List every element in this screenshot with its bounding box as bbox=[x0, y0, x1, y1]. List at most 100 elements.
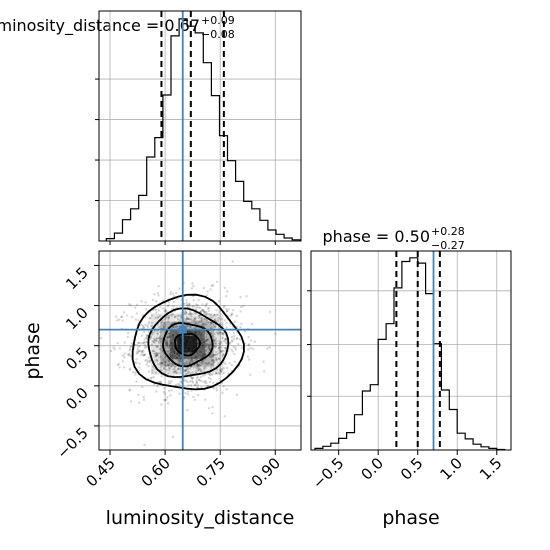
scatter-point bbox=[213, 318, 217, 321]
scatter-point bbox=[195, 366, 198, 369]
scatter-point bbox=[194, 312, 197, 315]
scatter-point bbox=[204, 303, 208, 306]
scatter-point bbox=[216, 332, 220, 335]
scatter-point bbox=[188, 380, 192, 383]
scatter-point bbox=[151, 365, 155, 369]
scatter-point bbox=[165, 342, 169, 345]
scatter-point bbox=[158, 337, 161, 340]
scatter-point bbox=[156, 354, 159, 357]
scatter-point bbox=[214, 353, 217, 356]
scatter-point bbox=[162, 366, 166, 370]
scatter-point bbox=[169, 336, 172, 339]
scatter-point bbox=[200, 309, 203, 313]
scatter-point bbox=[218, 347, 221, 350]
scatter-point bbox=[209, 342, 212, 346]
scatter-point bbox=[238, 338, 242, 341]
scatter-point bbox=[206, 342, 209, 346]
scatter-point bbox=[197, 353, 200, 357]
scatter-point bbox=[219, 331, 222, 334]
scatter-point bbox=[142, 354, 145, 357]
scatter-point bbox=[200, 347, 204, 350]
scatter-point bbox=[160, 362, 163, 365]
scatter-point bbox=[192, 285, 195, 288]
scatter-point bbox=[147, 330, 150, 334]
scatter-point bbox=[160, 403, 163, 406]
scatter-point bbox=[129, 367, 132, 370]
scatter-point bbox=[163, 318, 167, 321]
scatter-point bbox=[187, 367, 190, 371]
scatter-point bbox=[151, 368, 154, 372]
scatter-point bbox=[154, 300, 158, 303]
scatter-point bbox=[167, 363, 170, 366]
scatter-point bbox=[150, 333, 154, 336]
scatter-point bbox=[162, 359, 165, 362]
scatter-point bbox=[158, 337, 161, 341]
scatter-point bbox=[184, 368, 187, 372]
scatter-point bbox=[155, 354, 158, 357]
scatter-point bbox=[234, 348, 237, 351]
scatter-point bbox=[187, 330, 190, 333]
scatter-point bbox=[213, 353, 216, 357]
scatter-point bbox=[202, 309, 205, 313]
scatter-point bbox=[209, 288, 212, 291]
scatter-point bbox=[184, 311, 188, 314]
scatter-point bbox=[228, 362, 231, 365]
scatter-point bbox=[187, 313, 191, 316]
scatter-point bbox=[225, 307, 228, 310]
tick-label-phase-x: 1.0 bbox=[436, 454, 466, 484]
scatter-point bbox=[190, 358, 194, 361]
scatter-point bbox=[215, 358, 219, 362]
scatter-point bbox=[168, 332, 171, 335]
scatter-point bbox=[169, 293, 172, 296]
scatter-point bbox=[167, 314, 170, 317]
scatter-point bbox=[138, 349, 141, 353]
scatter-point bbox=[215, 386, 218, 390]
scatter-point bbox=[228, 341, 232, 344]
scatter-point bbox=[222, 331, 225, 335]
scatter-point bbox=[195, 381, 198, 384]
scatter-point bbox=[165, 341, 168, 344]
tick-label-phase-y: 0.0 bbox=[62, 384, 92, 414]
scatter-point bbox=[249, 373, 252, 376]
scatter-point bbox=[190, 365, 193, 369]
scatter-point bbox=[163, 398, 166, 402]
scatter-point bbox=[208, 344, 211, 347]
scatter-point bbox=[245, 295, 248, 298]
title-phase: phase = 0.50 bbox=[323, 227, 430, 246]
scatter-point bbox=[147, 370, 151, 373]
scatter-point bbox=[233, 352, 236, 356]
scatter-point bbox=[148, 359, 151, 363]
scatter-point bbox=[165, 315, 168, 318]
scatter-point bbox=[203, 310, 206, 314]
scatter-point bbox=[222, 333, 225, 336]
scatter-point bbox=[185, 312, 188, 315]
scatter-point bbox=[144, 345, 148, 348]
scatter-point bbox=[163, 398, 167, 402]
title-luminosity-distance-sub: −0.08 bbox=[201, 28, 235, 41]
scatter-point bbox=[147, 365, 150, 368]
scatter-point bbox=[230, 313, 234, 316]
scatter-point bbox=[137, 341, 141, 344]
scatter-point bbox=[137, 319, 140, 322]
scatter-point bbox=[167, 304, 170, 307]
scatter-point bbox=[172, 363, 175, 366]
scatter-point bbox=[168, 334, 171, 338]
scatter-point bbox=[169, 340, 172, 343]
scatter-point bbox=[193, 318, 196, 321]
scatter-point bbox=[159, 366, 162, 369]
scatter-point bbox=[173, 347, 176, 351]
scatter-point bbox=[167, 352, 170, 356]
scatter-point bbox=[171, 292, 175, 295]
scatter-point bbox=[163, 367, 166, 370]
scatter-point bbox=[168, 345, 171, 348]
scatter-point bbox=[184, 391, 187, 395]
scatter-point bbox=[159, 362, 162, 365]
scatter-point bbox=[243, 330, 246, 333]
scatter-point bbox=[178, 361, 181, 364]
scatter-point bbox=[221, 349, 225, 353]
scatter-point bbox=[211, 316, 214, 319]
scatter-point bbox=[205, 319, 208, 322]
scatter-point bbox=[218, 340, 221, 343]
scatter-point bbox=[131, 371, 135, 374]
scatter-point bbox=[148, 320, 151, 323]
